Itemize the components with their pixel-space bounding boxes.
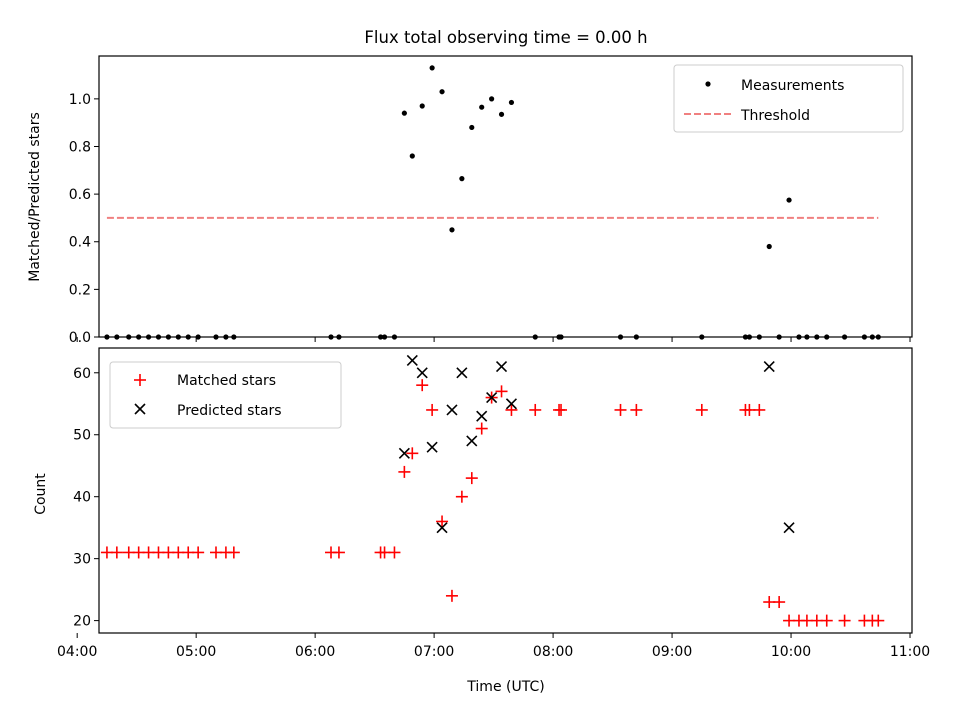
- bottom-plot-area: [100, 354, 885, 627]
- legend-measurements-marker: [705, 81, 711, 87]
- x-tick-label: 09:00: [652, 644, 692, 660]
- y-tick-label: 0.4: [69, 235, 91, 251]
- matched-stars-point: [406, 447, 419, 460]
- measurement-point: [459, 176, 465, 182]
- measurement-point: [429, 65, 435, 71]
- top-panel: Flux total observing time = 0.00 h Match…: [27, 28, 913, 346]
- predicted-stars-point: [456, 367, 468, 379]
- measurement-point: [489, 96, 495, 102]
- x-tick-label: 08:00: [533, 644, 573, 660]
- matched-stars-point: [820, 614, 833, 627]
- legend-matched-label: Matched stars: [177, 373, 276, 389]
- y-tick-label: 0.6: [69, 187, 91, 203]
- matched-stars-point: [753, 403, 766, 416]
- y-tick-label: 0.2: [69, 282, 91, 298]
- x-tick-label: 05:00: [176, 644, 216, 660]
- x-tick-label: 11:00: [890, 644, 930, 660]
- matched-stars-point: [695, 403, 708, 416]
- matched-stars-point: [227, 546, 240, 559]
- matched-stars-point: [192, 546, 205, 559]
- matched-stars-point: [614, 403, 627, 416]
- predicted-stars-point: [763, 361, 775, 373]
- predicted-stars-point: [416, 367, 428, 379]
- top-axes-frame: [98, 55, 913, 338]
- y-tick-label: 0.0: [69, 330, 91, 346]
- x-tick-label: 07:00: [414, 644, 454, 660]
- top-y-axis-label: Matched/Predicted stars: [27, 112, 43, 282]
- predicted-stars-point: [505, 398, 518, 410]
- predicted-stars-point: [426, 441, 438, 453]
- predicted-stars-point: [486, 391, 498, 404]
- predicted-stars-point: [446, 404, 458, 416]
- matched-stars-point: [773, 596, 786, 609]
- y-tick-label: 1.0: [69, 92, 91, 108]
- bottom-panel: Count Time (UTC) 20 30 40 50 60 04:00 05:00 06…: [33, 347, 930, 695]
- matched-stars-point: [630, 403, 643, 416]
- matched-stars-point: [455, 490, 468, 503]
- bottom-x-axis: 04:00 05:00 06:00 07:00 08:00 09:00 10:00 11:00: [57, 633, 930, 660]
- predicted-stars-point: [476, 410, 488, 422]
- y-tick-label: 30: [73, 552, 91, 568]
- measurement-point: [498, 111, 505, 117]
- measurement-point: [766, 243, 772, 250]
- predicted-stars-point: [436, 522, 448, 534]
- x-tick-label: 06:00: [295, 644, 335, 660]
- predicted-stars-point: [495, 361, 508, 373]
- x-axis-label: Time (UTC): [466, 679, 544, 695]
- legend-predicted-marker: [134, 403, 146, 415]
- measurement-point: [439, 89, 445, 95]
- measurement-point: [409, 153, 415, 159]
- matched-stars-point: [838, 614, 851, 627]
- y-tick-label: 0.8: [69, 139, 91, 155]
- matched-stars-point: [445, 589, 458, 602]
- predicted-stars-point: [398, 447, 410, 459]
- bottom-legend: Matched stars Predicted stars: [109, 361, 342, 429]
- measurement-point: [786, 197, 792, 203]
- matched-stars-point: [398, 465, 411, 478]
- measurement-point: [419, 103, 425, 109]
- predicted-stars-point: [466, 435, 478, 447]
- matched-stars-point: [388, 546, 401, 559]
- top-x-axis-ticks: [76, 337, 911, 342]
- matched-stars-point: [436, 515, 449, 528]
- matched-stars-point: [872, 614, 885, 627]
- legend-matched-marker: [134, 374, 146, 386]
- matched-stars-point: [426, 403, 439, 416]
- x-tick-label: 04:00: [57, 644, 97, 660]
- top-legend: Measurements Threshold: [673, 64, 904, 133]
- x-tick-label: 10:00: [771, 644, 811, 660]
- y-tick-label: 40: [73, 490, 91, 506]
- matched-stars-point: [110, 546, 123, 559]
- bottom-axes-frame: [98, 347, 913, 634]
- matched-stars-point: [465, 472, 478, 485]
- measurement-point: [469, 124, 475, 131]
- matched-stars-point: [529, 403, 542, 416]
- top-legend-box: [673, 64, 904, 133]
- y-tick-label: 20: [73, 614, 91, 630]
- measurement-point: [401, 110, 407, 116]
- bottom-legend-box: [109, 361, 342, 429]
- legend-measurements-label: Measurements: [741, 78, 844, 94]
- predicted-stars-point: [783, 522, 795, 534]
- bottom-y-axis-label: Count: [33, 473, 49, 515]
- measurement-point: [508, 99, 515, 106]
- measurement-point: [479, 104, 485, 110]
- matched-stars-point: [416, 379, 429, 392]
- legend-threshold-label: Threshold: [740, 108, 810, 124]
- legend-predicted-label: Predicted stars: [177, 403, 282, 419]
- y-tick-label: 60: [73, 366, 91, 382]
- bottom-y-axis: 20 30 40 50 60: [73, 366, 99, 630]
- matched-stars-point: [505, 403, 518, 416]
- y-tick-label: 50: [73, 428, 91, 444]
- predicted-stars-point: [406, 354, 418, 366]
- matched-stars-point: [555, 403, 568, 416]
- matched-stars-point: [495, 385, 508, 398]
- measurement-point: [449, 227, 455, 233]
- matched-stars-point: [332, 546, 345, 559]
- top-y-axis: 0.0 0.2 0.4 0.6 0.8 1.0: [69, 92, 99, 346]
- top-chart-title: Flux total observing time = 0.00 h: [364, 28, 647, 47]
- matched-stars-point: [475, 422, 488, 435]
